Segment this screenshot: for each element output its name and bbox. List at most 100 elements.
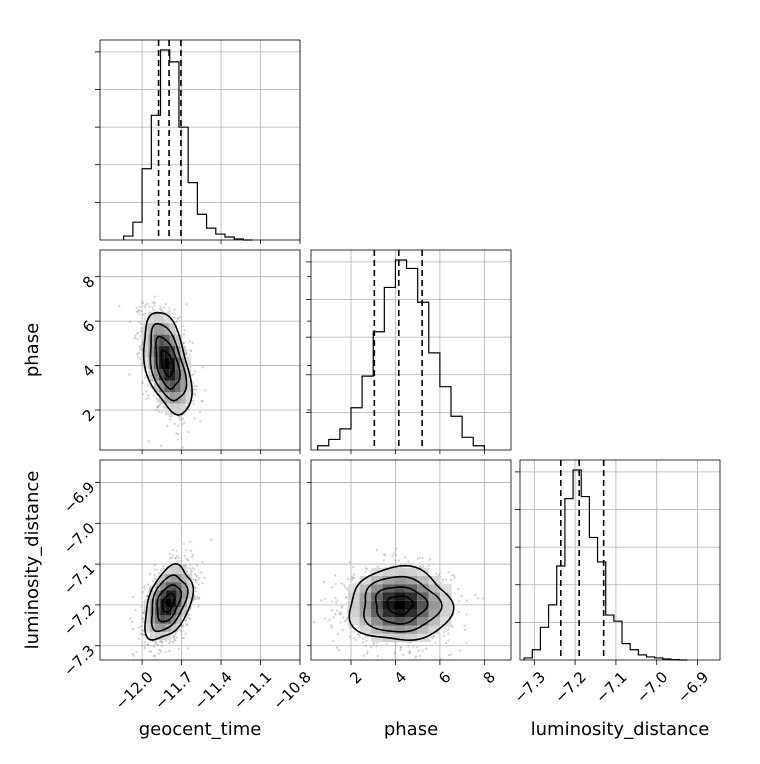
pair-geocent_time-phase-sample xyxy=(146,384,149,387)
pair-phase-luminosity_distance-sample xyxy=(414,656,417,659)
pair-geocent_time-phase-sample xyxy=(140,329,143,332)
pair-geocent_time-phase-sample xyxy=(199,420,202,423)
ytick-label-luminosity_distance-0: −7.3 xyxy=(60,641,98,679)
pair-geocent_time-luminosity_distance-density-cell xyxy=(155,615,161,624)
pair-phase-luminosity_distance-sample xyxy=(404,667,406,669)
pair-geocent_time-luminosity_distance-sample xyxy=(182,625,185,628)
pair-geocent_time-luminosity_distance-sample xyxy=(130,620,133,624)
pair-geocent_time-phase-sample xyxy=(136,353,139,356)
pair-phase-luminosity_distance-density-cell xyxy=(405,576,418,585)
pair-geocent_time-luminosity_distance-density-cell xyxy=(165,573,172,583)
pair-phase-luminosity_distance-density-cell xyxy=(371,633,383,643)
pair-geocent_time-phase-sample xyxy=(138,351,141,354)
pair-phase-luminosity_distance-sample xyxy=(353,637,356,640)
pair-phase-luminosity_distance-sample xyxy=(339,612,342,615)
pair-geocent_time-phase-sample xyxy=(156,400,159,403)
xtick-label-phase-3: 8 xyxy=(480,668,499,687)
pair-geocent_time-luminosity_distance-density-cell xyxy=(165,631,172,641)
pair-phase-luminosity_distance-sample xyxy=(355,638,358,641)
ylabel-luminosity_distance: luminosity_distance xyxy=(22,471,43,650)
pair-geocent_time-phase-sample xyxy=(138,305,142,308)
pair-geocent_time-phase-density-cell xyxy=(185,369,192,381)
pair-phase-luminosity_distance-sample xyxy=(339,621,342,624)
pair-geocent_time-phase-sample xyxy=(139,348,142,351)
pair-geocent_time-phase-sample xyxy=(182,333,185,336)
pair-geocent_time-luminosity_distance-sample xyxy=(200,571,203,574)
pair-phase-luminosity_distance-sample xyxy=(344,595,348,599)
pair-geocent_time-luminosity_distance-sample xyxy=(184,618,188,622)
pair-geocent_time-luminosity_distance-sample xyxy=(192,599,195,602)
pair-geocent_time-luminosity_distance-sample xyxy=(188,540,192,543)
pair-phase-luminosity_distance-sample xyxy=(376,548,379,551)
pair-geocent_time-luminosity_distance-density-cell xyxy=(187,573,193,583)
pair-geocent_time-luminosity_distance-sample xyxy=(172,637,175,640)
pair-geocent_time-luminosity_distance-density-cell xyxy=(176,582,182,591)
pair-geocent_time-phase-sample xyxy=(181,417,184,420)
pair-geocent_time-luminosity_distance-density-cell xyxy=(187,582,193,591)
pair-phase-luminosity_distance-sample xyxy=(464,628,467,631)
pair-geocent_time-phase-density-cell xyxy=(180,403,186,416)
pair-geocent_time-luminosity_distance-sample xyxy=(142,634,145,637)
pair-geocent_time-phase-sample xyxy=(156,406,159,409)
pair-geocent_time-phase-sample xyxy=(176,438,180,441)
pair-phase-luminosity_distance-sample xyxy=(343,585,346,588)
pair-geocent_time-luminosity_distance-sample xyxy=(146,643,149,646)
pair-phase-luminosity_distance-sample xyxy=(449,653,452,656)
pair-geocent_time-luminosity_distance-sample xyxy=(153,568,156,571)
pair-geocent_time-luminosity_distance-sample xyxy=(170,556,173,559)
pair-geocent_time-phase-sample xyxy=(161,309,164,312)
pair-geocent_time-luminosity_distance-sample xyxy=(171,641,174,644)
pair-geocent_time-luminosity_distance-sample xyxy=(178,628,181,631)
pair-geocent_time-luminosity_distance-sample xyxy=(194,586,197,590)
pair-geocent_time-phase-density-cell xyxy=(180,392,186,404)
pair-phase-luminosity_distance-sample xyxy=(428,639,431,642)
pair-phase-luminosity_distance-sample xyxy=(334,574,337,577)
pair-phase-luminosity_distance-sample xyxy=(365,639,368,643)
pair-geocent_time-phase-sample xyxy=(141,300,144,303)
pair-phase-luminosity_distance-sample xyxy=(348,626,351,629)
pair-phase-luminosity_distance-sample xyxy=(427,564,430,567)
pair-geocent_time-phase-sample xyxy=(177,424,180,427)
pair-geocent_time-phase-sample xyxy=(168,307,171,310)
pair-phase-luminosity_distance-density-cell xyxy=(394,576,406,585)
pair-geocent_time-phase-density-cell xyxy=(185,380,192,393)
pair-geocent_time-luminosity_distance-sample xyxy=(190,549,193,553)
pair-geocent_time-luminosity_distance-sample xyxy=(179,559,182,563)
pair-phase-luminosity_distance-sample xyxy=(416,646,419,649)
pair-geocent_time-luminosity_distance-density-cell xyxy=(176,607,182,616)
pair-geocent_time-luminosity_distance-sample xyxy=(174,632,177,635)
pair-geocent_time-phase-sample xyxy=(139,358,142,361)
pair-geocent_time-phase-sample xyxy=(149,386,152,389)
pair-geocent_time-luminosity_distance-sample xyxy=(187,613,191,616)
pair-geocent_time-luminosity_distance-sample xyxy=(191,566,194,570)
pair-geocent_time-phase-density-cell xyxy=(143,357,149,370)
pair-geocent_time-phase-sample xyxy=(193,392,196,395)
xtick-label-geocent_time-4: −10.8 xyxy=(270,668,315,713)
pair-phase-luminosity_distance-density-cell xyxy=(417,609,429,618)
pair-geocent_time-luminosity_distance-density-cell xyxy=(149,590,156,599)
pair-geocent_time-phase-sample xyxy=(201,366,204,369)
pair-geocent_time-luminosity_distance-sample xyxy=(196,564,199,567)
pair-geocent_time-luminosity_distance-sample xyxy=(153,563,157,567)
pair-phase-luminosity_distance-density-cell xyxy=(371,592,383,601)
pair-geocent_time-luminosity_distance-contour-2 xyxy=(150,574,189,633)
pair-phase-luminosity_distance-sample xyxy=(330,609,333,612)
pair-phase-luminosity_distance-sample xyxy=(416,557,419,561)
pair-geocent_time-luminosity_distance-sample xyxy=(176,560,180,564)
pair-geocent_time-luminosity_distance-sample xyxy=(143,633,146,636)
pair-phase-luminosity_distance-sample xyxy=(334,582,337,585)
pair-geocent_time-phase-sample xyxy=(174,321,177,324)
pair-phase-luminosity_distance-sample xyxy=(332,640,335,643)
pair-phase-luminosity_distance-sample xyxy=(364,567,367,570)
pair-geocent_time-luminosity_distance-density-cell xyxy=(171,582,177,591)
pair-geocent_time-phase-sample xyxy=(145,397,148,401)
pair-phase-luminosity_distance-density-cell xyxy=(428,625,441,634)
pair-geocent_time-phase-sample xyxy=(137,338,140,341)
ytick-label-phase-1: 4 xyxy=(79,361,98,380)
pair-geocent_time-phase-density-cell xyxy=(169,369,176,381)
pair-geocent_time-phase-sample xyxy=(141,347,144,350)
pair-geocent_time-phase-sample xyxy=(147,397,150,400)
pair-geocent_time-luminosity_distance-sample xyxy=(146,643,150,646)
pair-geocent_time-phase-density-cell xyxy=(175,403,181,416)
